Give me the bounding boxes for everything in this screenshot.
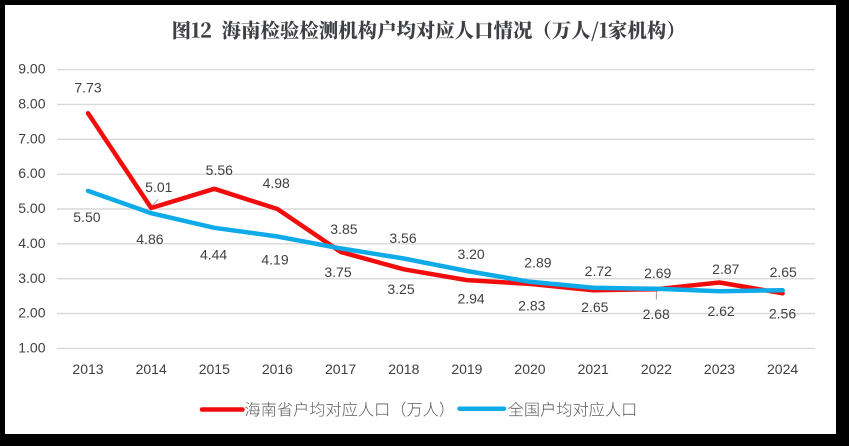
svg-text:8.00: 8.00 bbox=[18, 96, 45, 112]
svg-text:1.00: 1.00 bbox=[18, 340, 45, 356]
svg-text:2020: 2020 bbox=[514, 361, 545, 377]
svg-text:2.00: 2.00 bbox=[18, 305, 45, 321]
svg-text:2.56: 2.56 bbox=[769, 306, 796, 322]
svg-text:5.50: 5.50 bbox=[73, 209, 100, 225]
svg-text:2019: 2019 bbox=[451, 361, 482, 377]
svg-text:5.01: 5.01 bbox=[145, 179, 172, 195]
svg-text:2022: 2022 bbox=[641, 361, 672, 377]
svg-text:4.86: 4.86 bbox=[136, 231, 163, 247]
svg-text:4.00: 4.00 bbox=[18, 235, 45, 251]
svg-text:3.75: 3.75 bbox=[324, 264, 351, 280]
svg-text:2.89: 2.89 bbox=[524, 255, 551, 271]
svg-text:4.98: 4.98 bbox=[263, 175, 290, 191]
svg-text:9.00: 9.00 bbox=[18, 61, 45, 77]
svg-text:2.69: 2.69 bbox=[644, 265, 671, 281]
svg-text:2.65: 2.65 bbox=[770, 264, 797, 280]
svg-text:7.00: 7.00 bbox=[18, 130, 45, 146]
svg-text:2.68: 2.68 bbox=[643, 306, 670, 322]
svg-text:2.83: 2.83 bbox=[518, 298, 545, 314]
svg-text:3.20: 3.20 bbox=[457, 246, 484, 262]
svg-text:2023: 2023 bbox=[704, 361, 735, 377]
svg-text:2013: 2013 bbox=[72, 361, 103, 377]
svg-text:3.56: 3.56 bbox=[389, 230, 416, 246]
svg-text:2.62: 2.62 bbox=[707, 303, 734, 319]
svg-text:7.73: 7.73 bbox=[74, 80, 101, 96]
svg-text:2.87: 2.87 bbox=[712, 261, 739, 277]
svg-text:2.65: 2.65 bbox=[581, 299, 608, 315]
svg-text:2018: 2018 bbox=[388, 361, 419, 377]
svg-text:4.19: 4.19 bbox=[261, 252, 288, 268]
svg-text:3.85: 3.85 bbox=[330, 221, 357, 237]
svg-text:2014: 2014 bbox=[136, 361, 167, 377]
svg-text:2015: 2015 bbox=[199, 361, 230, 377]
svg-text:2017: 2017 bbox=[325, 361, 356, 377]
svg-text:2021: 2021 bbox=[578, 361, 609, 377]
svg-text:2024: 2024 bbox=[767, 361, 798, 377]
svg-text:5.56: 5.56 bbox=[206, 162, 233, 178]
svg-text:5.00: 5.00 bbox=[18, 200, 45, 216]
svg-text:2016: 2016 bbox=[262, 361, 293, 377]
svg-text:2.94: 2.94 bbox=[457, 291, 484, 307]
svg-text:6.00: 6.00 bbox=[18, 165, 45, 181]
svg-text:2.72: 2.72 bbox=[585, 263, 612, 279]
svg-text:3.25: 3.25 bbox=[387, 281, 414, 297]
svg-text:3.00: 3.00 bbox=[18, 270, 45, 286]
svg-text:4.44: 4.44 bbox=[200, 246, 227, 262]
